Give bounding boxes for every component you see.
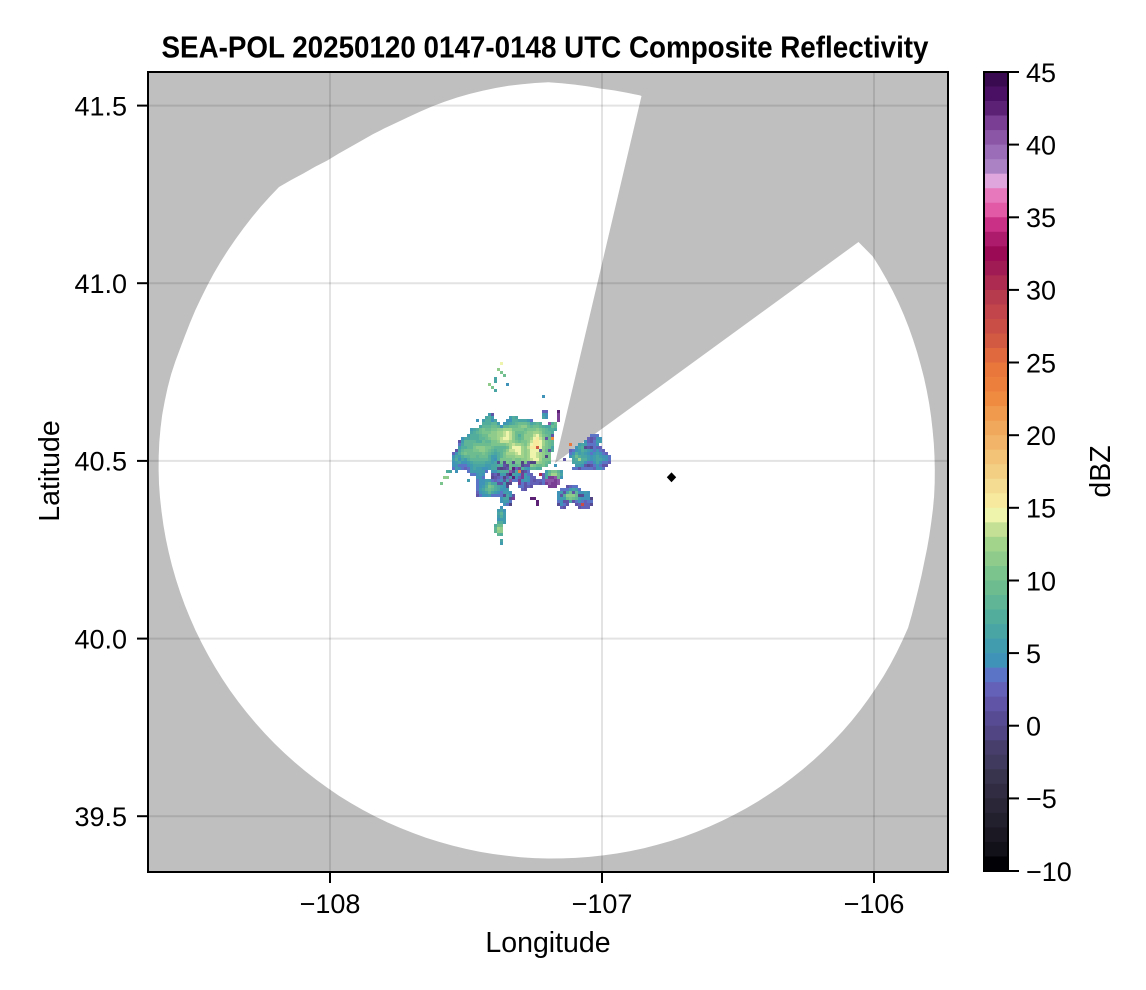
svg-text:5: 5 <box>1026 639 1041 669</box>
svg-text:10: 10 <box>1026 566 1056 596</box>
svg-text:−108: −108 <box>300 889 361 919</box>
svg-text:−5: −5 <box>1026 784 1057 814</box>
svg-text:20: 20 <box>1026 421 1056 451</box>
svg-text:−10: −10 <box>1026 857 1072 887</box>
svg-text:SEA-POL 20250120 0147-0148 UTC: SEA-POL 20250120 0147-0148 UTC Composite… <box>162 30 930 65</box>
svg-text:40: 40 <box>1026 130 1056 160</box>
svg-text:40.0: 40.0 <box>74 624 127 654</box>
svg-text:45: 45 <box>1026 58 1056 88</box>
svg-text:41.0: 41.0 <box>74 269 127 299</box>
svg-text:−107: −107 <box>572 889 633 919</box>
svg-text:dBZ: dBZ <box>1085 445 1117 497</box>
svg-text:41.5: 41.5 <box>74 91 127 121</box>
svg-text:0: 0 <box>1026 712 1041 742</box>
svg-text:−106: −106 <box>844 889 905 919</box>
svg-text:Longitude: Longitude <box>485 927 610 959</box>
svg-text:25: 25 <box>1026 348 1056 378</box>
svg-text:39.5: 39.5 <box>74 802 127 832</box>
svg-text:30: 30 <box>1026 276 1056 306</box>
svg-text:15: 15 <box>1026 494 1056 524</box>
svg-text:Latitude: Latitude <box>34 420 66 521</box>
svg-text:40.5: 40.5 <box>74 447 127 477</box>
svg-text:35: 35 <box>1026 203 1056 233</box>
